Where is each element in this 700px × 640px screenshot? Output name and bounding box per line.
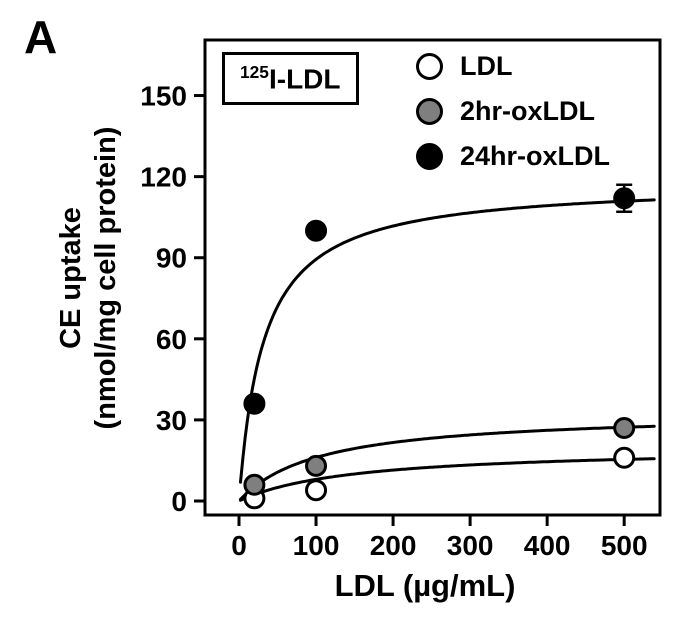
data-point-2hr-oxLDL (613, 417, 636, 440)
gray-circle-marker-icon (416, 98, 443, 125)
fit-curve-24hr-oxLDL (239, 198, 656, 484)
panel-label: A (24, 11, 58, 63)
isotope-superscript: 125 (240, 62, 269, 82)
black-circle-marker-icon (416, 143, 443, 170)
y-axis-label-line2: (nmol/mg cell protein) (89, 126, 122, 430)
x-tick-label: 0 (231, 530, 247, 561)
isotope-text: I-LDL (268, 63, 341, 95)
plot-frame (203, 38, 662, 517)
y-tick-label: 120 (140, 162, 187, 193)
y-tick-label: 150 (140, 81, 187, 112)
data-point-2hr-oxLDL (243, 473, 266, 496)
legend-label: 24hr-oxLDL (460, 141, 611, 171)
y-tick-label: 0 (171, 486, 187, 517)
y-tick-label: 30 (156, 405, 187, 436)
x-tick-label: 300 (447, 530, 494, 561)
data-point-LDL (613, 446, 636, 469)
legend-label: LDL (460, 51, 513, 81)
fit-curve-2hr-oxLDL (239, 424, 656, 501)
open-circle-marker-icon (416, 53, 443, 80)
x-tick-label: 100 (293, 530, 340, 561)
data-point-24hr-oxLDL (305, 219, 328, 242)
data-point-24hr-oxLDL (243, 392, 266, 415)
x-tick-label: 400 (524, 530, 571, 561)
data-point-2hr-oxLDL (305, 454, 328, 477)
y-axis-label: CE uptake (nmol/mg cell protein) (54, 38, 130, 518)
legend-item-2hr-oxldl: 2hr-oxLDL (416, 89, 610, 134)
isotope-label: 125I-LDL (222, 52, 359, 106)
legend-item-24hr-oxldl: 24hr-oxLDL (416, 134, 610, 179)
legend-label: 2hr-oxLDL (460, 96, 595, 126)
x-tick-label: 500 (601, 530, 648, 561)
data-point-LDL (305, 479, 328, 502)
y-axis-label-line1: CE uptake (55, 207, 87, 349)
x-tick-label: 200 (370, 530, 417, 561)
data-point-24hr-oxLDL (613, 187, 636, 210)
y-tick-label: 90 (156, 243, 187, 274)
legend-item-ldl: LDL (416, 44, 610, 89)
fit-curve-LDL (239, 457, 656, 502)
chart-legend: LDL 2hr-oxLDL 24hr-oxLDL (416, 44, 610, 179)
y-tick-label: 60 (156, 324, 187, 355)
x-axis-label: LDL (µg/mL) (334, 568, 516, 603)
